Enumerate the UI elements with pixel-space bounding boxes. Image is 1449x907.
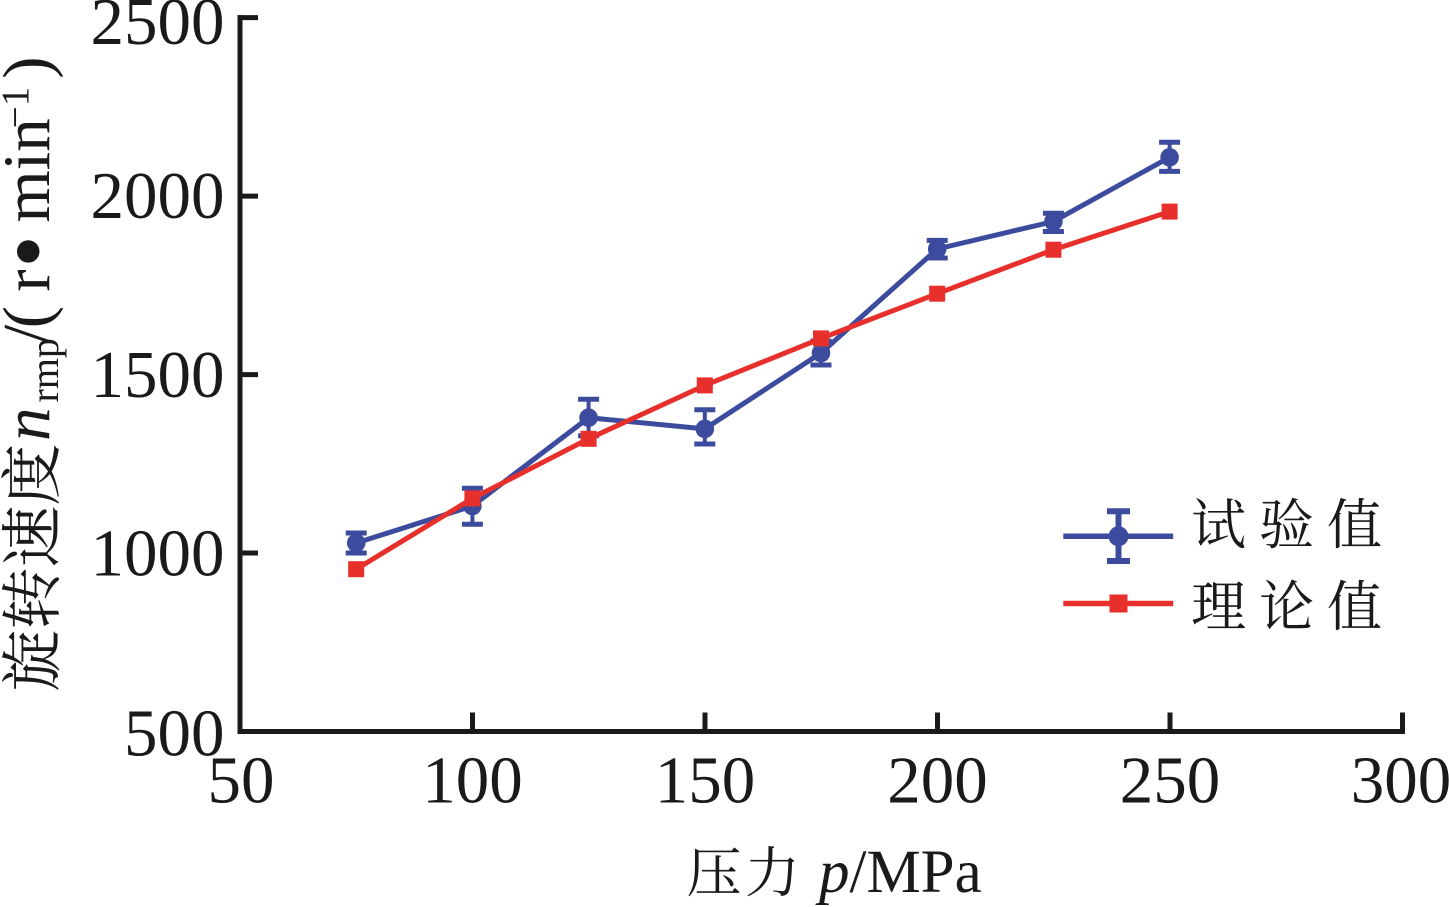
svg-text:p/MPa: p/MPa	[815, 839, 982, 906]
svg-text:50: 50	[208, 744, 275, 818]
svg-text:300: 300	[1351, 744, 1449, 818]
svg-text:1000: 1000	[91, 516, 225, 590]
svg-text:150: 150	[655, 744, 756, 818]
svg-text:250: 250	[1120, 744, 1221, 818]
svg-text:500: 500	[124, 696, 225, 770]
svg-text:2000: 2000	[91, 159, 225, 233]
svg-text:1500: 1500	[91, 338, 225, 412]
svg-text:200: 200	[887, 744, 988, 818]
svg-text:2500: 2500	[91, 0, 225, 59]
svg-text:nrmp/(r•min−1): nrmp/(r•min−1)	[0, 56, 80, 441]
svg-text:100: 100	[422, 744, 523, 818]
